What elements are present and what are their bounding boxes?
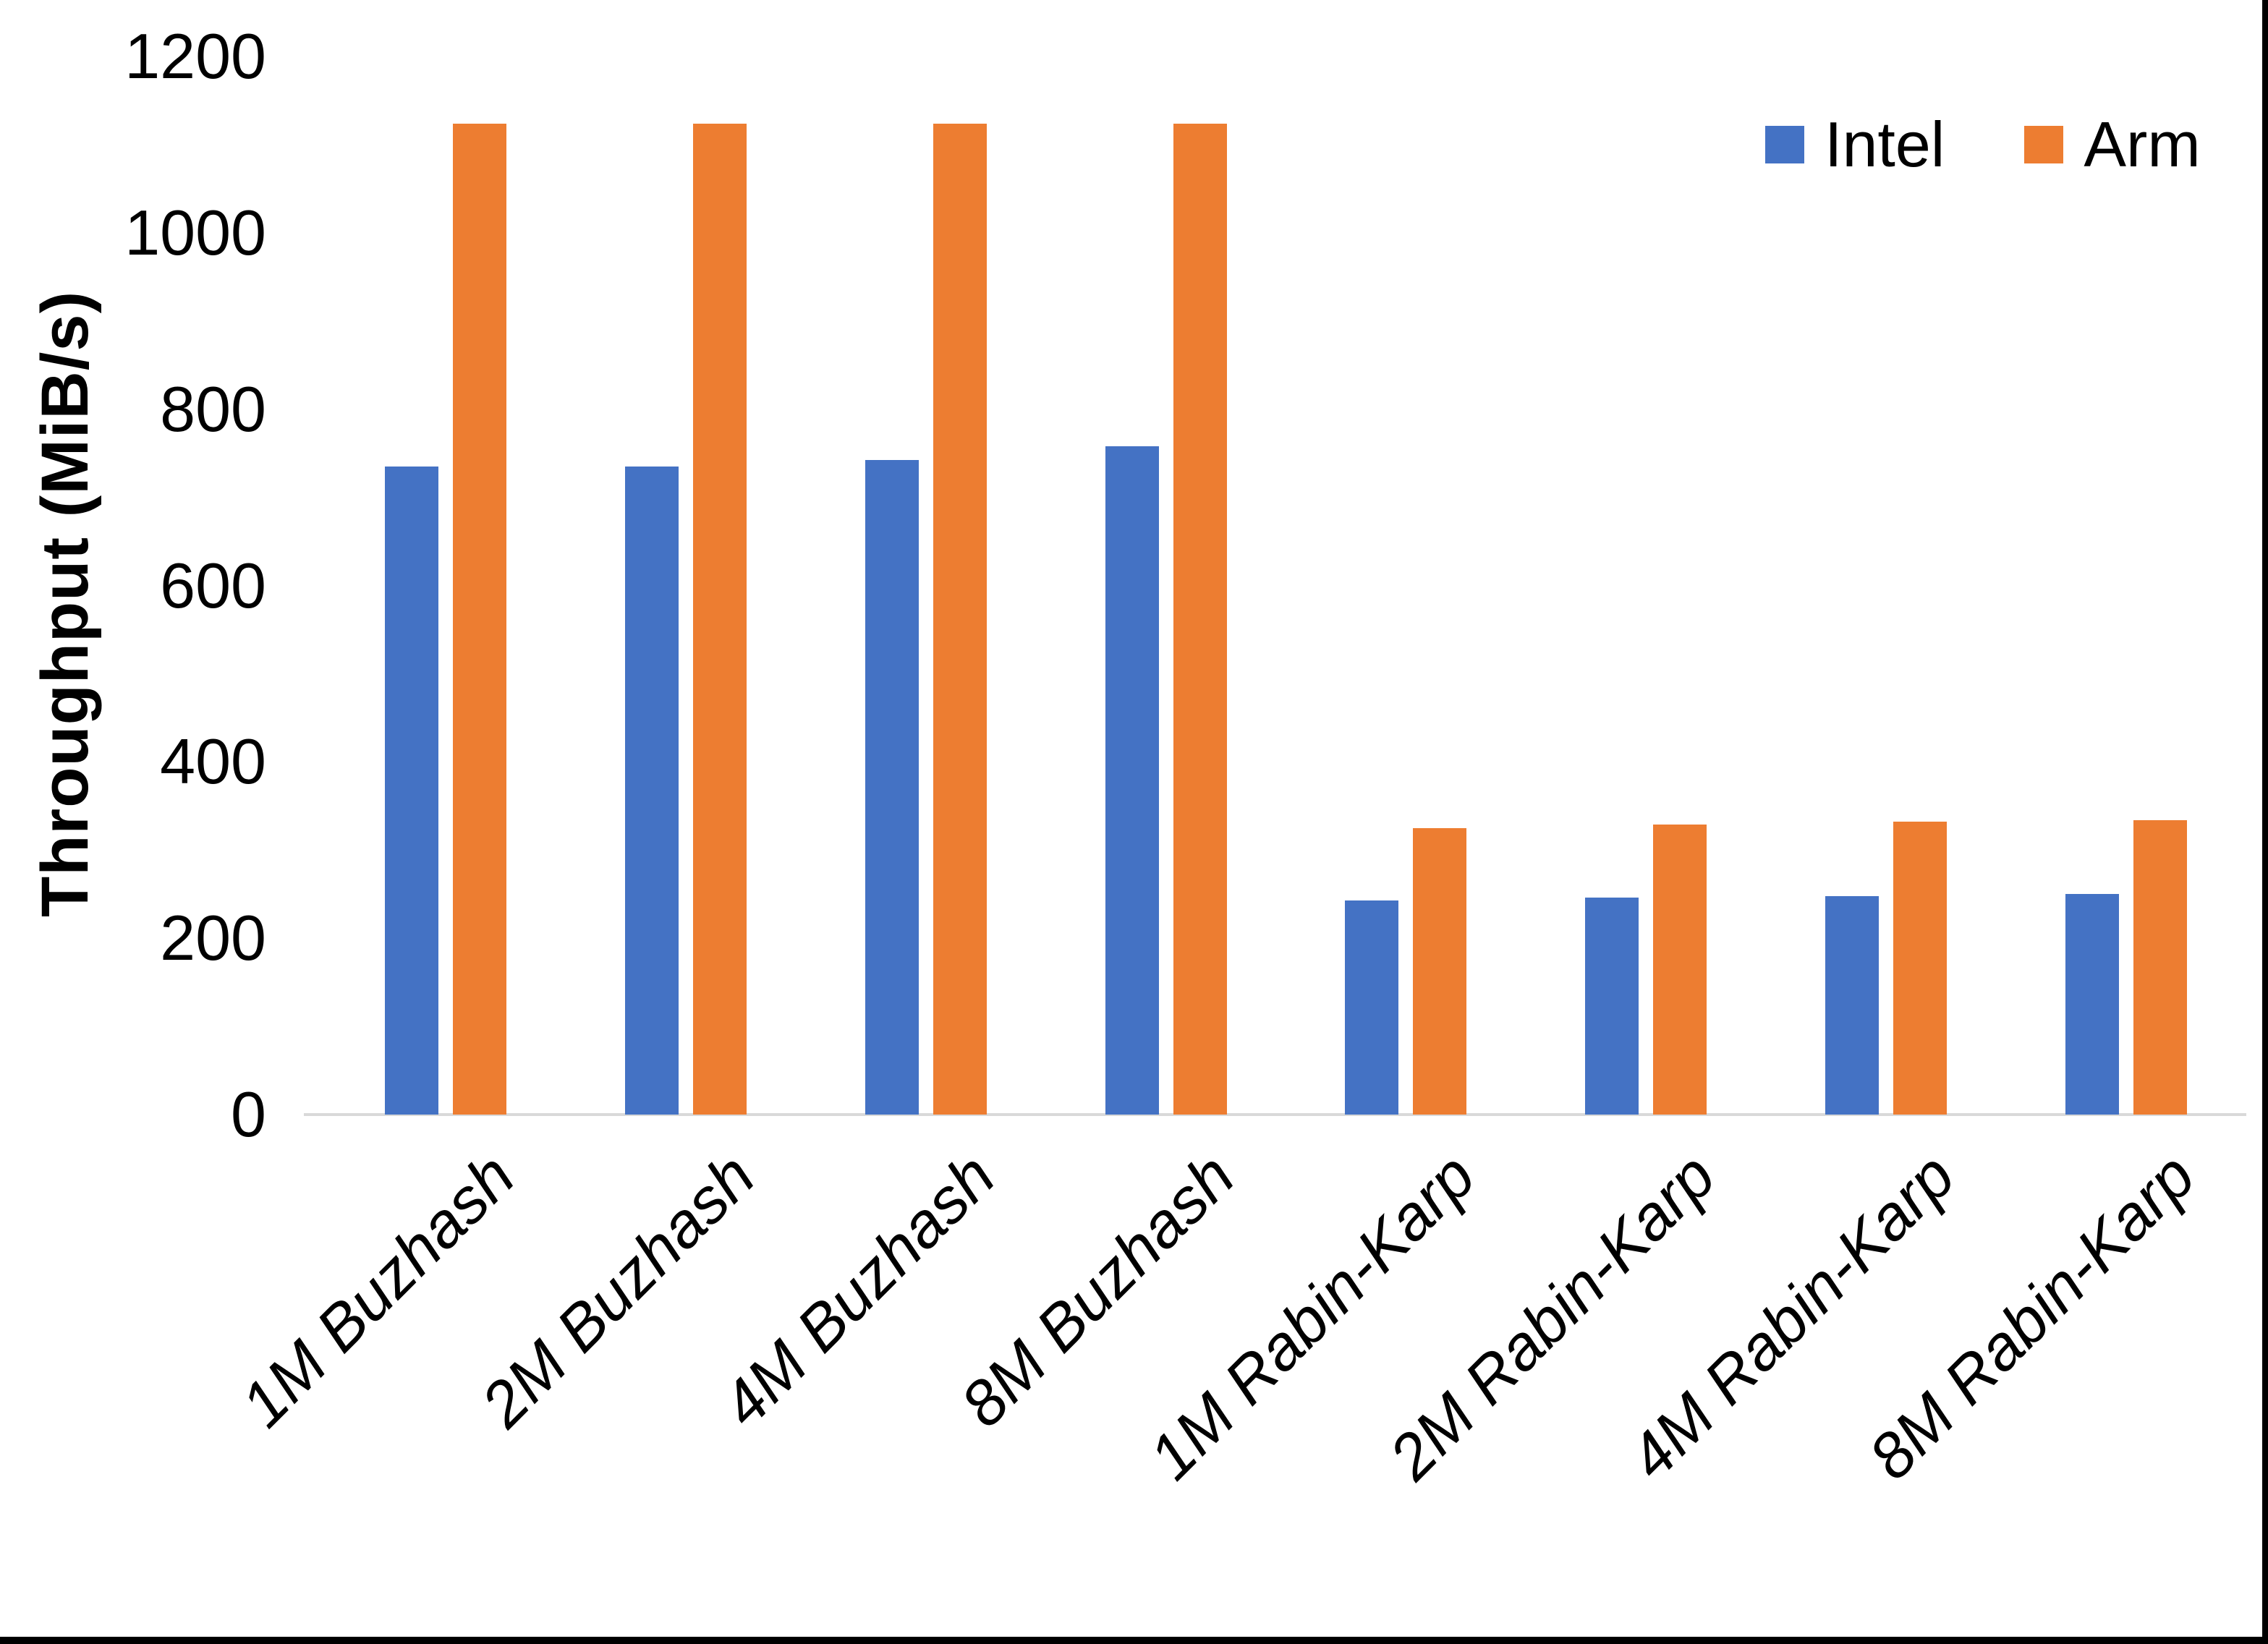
bar-intel-2m-rabin-karp [1585,898,1639,1115]
bar-group-8m-rabin-karp [2006,56,2246,1115]
y-tick-label-1000: 1000 [124,196,266,268]
bar-group-8m-buzhash [1046,56,1286,1115]
bar-arm-2m-buzhash [692,123,747,1115]
bar-arm-1m-rabin-karp [1413,827,1467,1115]
x-label-4m-buzhash: 4M Buzhash [707,1139,1008,1441]
y-tick-label-400: 400 [160,725,266,798]
legend-item-arm: Arm [2024,108,2201,180]
y-axis-title: Throughput (MiB/s) [28,290,102,917]
legend: Intel Arm [1765,113,2201,176]
bar-intel-8m-buzhash [1105,446,1159,1115]
x-label-4m-rabin-karp: 4M Rabin-Karp [1615,1139,1968,1494]
bar-group-4m-buzhash [806,56,1046,1115]
bar-intel-8m-rabin-karp [2065,894,2120,1115]
x-label-2m-rabin-karp: 2M Rabin-Karp [1375,1139,1728,1494]
y-tick-label-200: 200 [160,902,266,974]
bar-group-1m-rabin-karp [1286,56,1526,1115]
legend-swatch-intel [1765,126,1804,163]
bar-intel-1m-rabin-karp [1345,900,1399,1115]
legend-item-intel: Intel [1765,113,1945,176]
legend-label-arm: Arm [2084,108,2201,180]
bar-arm-2m-rabin-karp [1653,824,1707,1115]
bar-group-1m-buzhash [326,56,566,1115]
plot-area [326,56,2246,1115]
bar-intel-4m-rabin-karp [1825,895,1880,1115]
y-tick-label-800: 800 [160,372,266,445]
bar-arm-8m-rabin-karp [2133,819,2188,1115]
y-tick-label-0: 0 [231,1078,266,1150]
bar-intel-2m-buzhash [624,466,679,1115]
x-label-2m-buzhash: 2M Buzhash [467,1139,768,1441]
bar-arm-8m-buzhash [1173,123,1227,1115]
bar-intel-1m-buzhash [384,466,438,1115]
y-tick-label-600: 600 [160,549,266,621]
x-axis-line [304,1113,2246,1116]
bar-intel-4m-buzhash [865,460,919,1115]
x-label-8m-buzhash: 8M Buzhash [947,1139,1249,1441]
bar-group-4m-rabin-karp [1766,56,2006,1115]
legend-label-intel: Intel [1825,108,1945,180]
x-label-1m-buzhash: 1M Buzhash [226,1139,528,1441]
window-right-border [2262,0,2268,1644]
bar-arm-1m-buzhash [452,123,506,1115]
bar-arm-4m-rabin-karp [1893,822,1948,1115]
y-tick-label-1200: 1200 [124,20,266,92]
x-label-1m-rabin-karp: 1M Rabin-Karp [1134,1139,1489,1494]
window-bottom-border [0,1637,2268,1644]
x-label-8m-rabin-karp: 8M Rabin-Karp [1855,1139,2209,1494]
bar-group-2m-buzhash [566,56,806,1115]
legend-swatch-arm [2024,126,2064,163]
bar-arm-4m-buzhash [933,123,987,1115]
bar-group-2m-rabin-karp [1526,56,1766,1115]
